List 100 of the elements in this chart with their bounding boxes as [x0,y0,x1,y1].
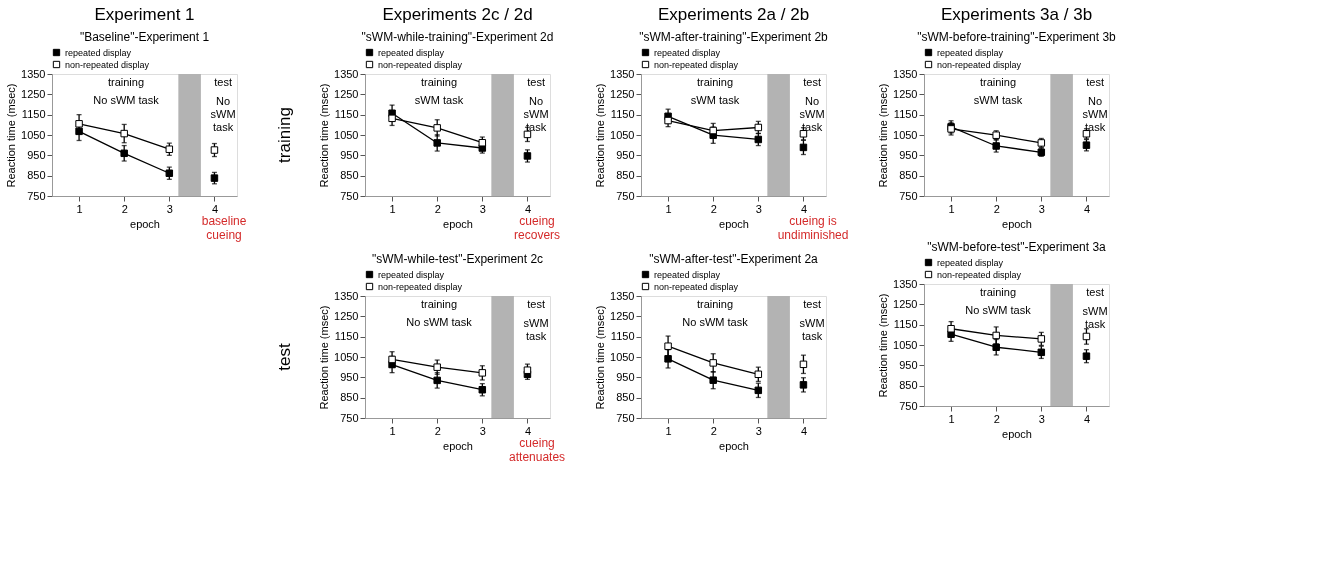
point [664,342,672,350]
x-tick-label: 4 [1083,412,1090,425]
y-tick-label: 850 [27,169,46,182]
y-tick-label: 750 [899,399,918,412]
y-axis-title: Reaction time (msec) [318,83,331,188]
annotation: training [420,298,458,310]
annotation: sWM task [523,317,549,342]
point [799,381,808,389]
point [478,369,487,377]
x-tick-label: 3 [755,202,762,215]
x-tick-label: 1 [665,202,672,215]
annotation: training [979,286,1017,298]
point [709,376,717,384]
point [1082,352,1091,360]
y-tick-label: 1350 [893,67,918,80]
y-tick-label: 750 [616,189,635,202]
y-tick-label: 750 [340,411,359,424]
text: training [275,107,294,163]
y-tick-label: 1350 [610,67,635,80]
x-axis-title: epoch [719,439,749,452]
annotation: sWM task [414,94,464,106]
chart-title: "sWM-while-test"-Experiment 2c [371,252,544,266]
x-tick-label: 4 [211,202,218,215]
point [433,124,441,132]
x-tick-label: 4 [800,424,807,437]
annotation: training [696,298,734,310]
text: Experiments 2c / 2d [382,5,533,24]
annotation: No sWM task [93,94,160,106]
x-tick-label: 3 [479,424,486,437]
y-tick-label: 1150 [334,108,359,121]
y-tick-label: 950 [899,358,918,371]
x-axis-title: epoch [719,217,749,230]
x-tick-label: 4 [524,202,531,215]
annotation: training [979,76,1017,88]
x-axis-title: epoch [1002,427,1032,440]
y-tick-label: 750 [340,189,359,202]
y-tick-label: 1350 [334,67,359,80]
annotation: No sWM task [210,95,236,133]
point [664,355,672,363]
y-tick-label: 1150 [334,330,359,343]
point [709,359,717,367]
y-tick-label: 1250 [610,87,635,100]
annotation: training [107,76,145,88]
x-axis-title: epoch [443,217,473,230]
chart-title: "sWM-before-training"-Experiment 3b [917,30,1117,44]
point [388,355,396,364]
y-tick-label: 1050 [610,128,635,141]
point [75,120,83,128]
y-tick-label: 750 [27,189,46,202]
annotation: test [803,76,821,88]
annotation: sWM task [1082,305,1108,330]
x-tick-label: 2 [993,412,1000,425]
x-tick-label: 1 [389,424,396,437]
legend-label: repeated display [65,47,132,58]
annotation: sWM task [690,94,740,106]
y-tick-label: 1150 [610,330,635,343]
text: Experiments 3a / 3b [940,5,1093,24]
y-tick-label: 750 [616,411,635,424]
y-axis-title: Reaction time (msec) [5,83,18,188]
y-tick-label: 950 [340,370,359,383]
y-tick-label: 1250 [893,297,918,310]
y-tick-label: 1050 [893,338,918,351]
legend-label: non-repeated display [654,59,739,70]
chart-title: "sWM-while-training"-Experiment 2d [361,30,554,44]
x-tick-label: 3 [166,202,173,215]
annotation: training [696,76,734,88]
y-tick-label: 1150 [21,108,46,121]
text: cueing is undiminished [777,214,849,242]
point [433,376,441,385]
x-tick-label: 2 [434,202,441,215]
point [478,386,487,394]
annotation: test [803,298,821,310]
point [165,145,174,153]
annotation: sWM task [799,317,825,342]
y-tick-label: 950 [899,148,918,161]
text: Experiment 1 [94,5,195,24]
y-tick-label: 850 [616,391,635,404]
text: cueing recovers [514,214,561,242]
y-tick-label: 850 [899,379,918,392]
legend-label: non-repeated display [65,59,150,70]
point [120,149,128,158]
chart-title: "sWM-after-test"-Experiment 2a [649,252,819,266]
legend-label: non-repeated display [378,59,463,70]
chart-title: "sWM-before-test"-Experiment 3a [927,240,1107,254]
x-tick-label: 2 [434,424,441,437]
y-tick-label: 1250 [893,87,918,100]
x-tick-label: 1 [948,202,955,215]
annotation: training [420,76,458,88]
x-axis-title: epoch [443,439,473,452]
text: test [275,343,294,371]
x-tick-label: 4 [1083,202,1090,215]
x-tick-label: 2 [121,202,128,215]
y-tick-label: 850 [340,391,359,404]
legend-label: repeated display [654,47,721,58]
y-axis-title: Reaction time (msec) [318,305,331,410]
point [210,146,219,154]
x-axis-title: epoch [1002,217,1032,230]
annotation: test [214,76,232,88]
y-tick-label: 1050 [21,128,46,141]
text: baseline cueing [201,214,247,242]
